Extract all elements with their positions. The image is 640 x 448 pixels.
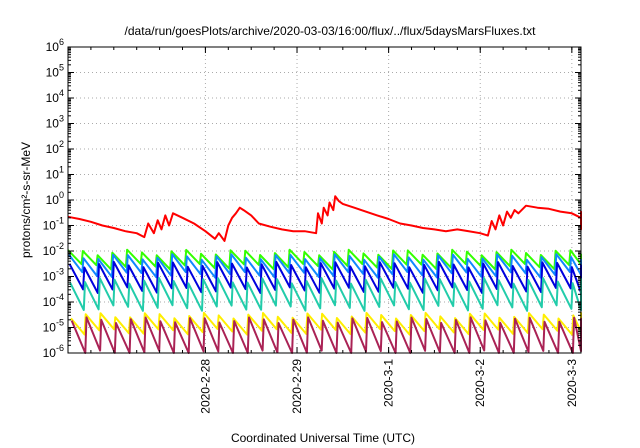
x-tick-label: 2020-3-2 [473,359,487,407]
x-axis-label: Coordinated Universal Time (UTC) [231,431,415,445]
x-tick-label: 2020-3-3 [565,359,579,407]
series-line-2 [67,253,582,279]
series-line-4 [69,277,582,312]
y-tick-label: 102 [46,139,64,156]
series-line-3 [68,260,582,294]
y-tick-label: 10-1 [43,216,64,233]
y-axis-ticks: 10-6 10-5 10-4 10-3 10-2 10-1 100 101 102 103 104 1… [43,37,581,360]
chart-title: /data/run/goesPlots/archive/2020-03-03/1… [125,24,537,38]
y-tick-label: 106 [46,37,64,54]
x-tick-label: 2020-3-1 [382,359,396,407]
y-tick-label: 104 [46,88,64,105]
x-axis-ticks: 2020-2-28 2020-2-29 2020-3-1 2020-3-2 2020-3… [67,47,579,414]
grid-lines [68,46,581,354]
y-tick-label: 10-2 [43,241,64,258]
y-tick-label: 10-3 [43,267,64,284]
series-line-1 [67,248,582,271]
y-tick-label: 101 [46,165,64,182]
y-axis-label: protons/cm²-s-sr-MeV [19,142,33,258]
y-tick-label: 10-6 [43,343,64,360]
x-tick-label: 2020-2-28 [198,359,212,414]
y-tick-label: 105 [46,63,64,80]
y-tick-label: 10-5 [43,318,64,335]
y-tick-label: 10-4 [43,292,64,309]
series-line-5 [70,311,582,336]
series-line-6 [70,316,582,354]
series-line-0 [67,195,582,242]
x-tick-label: 2020-2-29 [290,359,304,414]
y-tick-label: 100 [46,190,64,207]
series-layer [67,195,582,354]
y-tick-label: 103 [46,114,64,131]
